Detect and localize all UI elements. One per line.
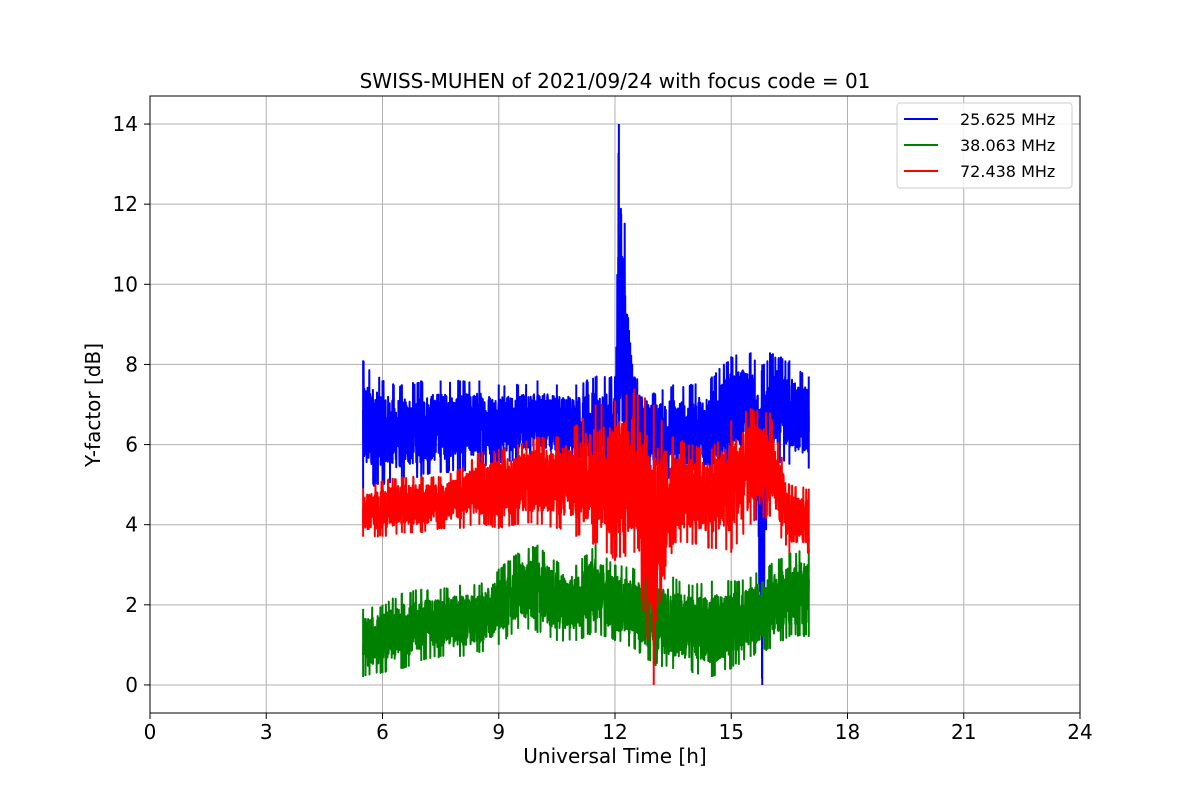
legend: 25.625 MHz 38.063 MHz 72.438 MHz (896, 102, 1073, 189)
x-tick-label: 9 (492, 720, 505, 744)
y-axis-label: Y-factor [dB] (81, 343, 105, 468)
legend-box (896, 102, 1073, 189)
x-tick-label: 24 (1067, 720, 1092, 744)
x-tick-label: 12 (602, 720, 627, 744)
x-tick-label: 18 (835, 720, 860, 744)
legend-label: 25.625 MHz (960, 110, 1055, 129)
x-tick-label: 6 (376, 720, 389, 744)
chart-title: SWISS-MUHEN of 2021/09/24 with focus cod… (360, 69, 871, 93)
series-group (362, 124, 810, 685)
y-tick-label: 0 (125, 673, 138, 697)
y-tick-label: 12 (113, 192, 138, 216)
series-line (362, 152, 810, 679)
x-tick-label: 3 (260, 720, 273, 744)
x-tick-label: 21 (951, 720, 976, 744)
series-line (362, 392, 810, 643)
legend-label: 72.438 MHz (960, 162, 1055, 181)
y-tick-label: 10 (113, 272, 138, 296)
y-tick-label: 4 (125, 513, 138, 537)
y-tick-label: 8 (125, 352, 138, 376)
y-tick-label: 2 (125, 593, 138, 617)
series-line (362, 545, 810, 677)
y-tick-label: 6 (125, 433, 138, 457)
x-axis: 0 3 6 9 12 15 18 21 24 (144, 713, 1093, 744)
legend-label: 38.063 MHz (960, 136, 1055, 155)
y-axis: 0 2 4 6 8 10 12 14 (113, 112, 150, 697)
y-tick-label: 14 (113, 112, 138, 136)
x-tick-label: 0 (144, 720, 157, 744)
x-axis-label: Universal Time [h] (523, 744, 706, 768)
x-tick-label: 15 (719, 720, 744, 744)
